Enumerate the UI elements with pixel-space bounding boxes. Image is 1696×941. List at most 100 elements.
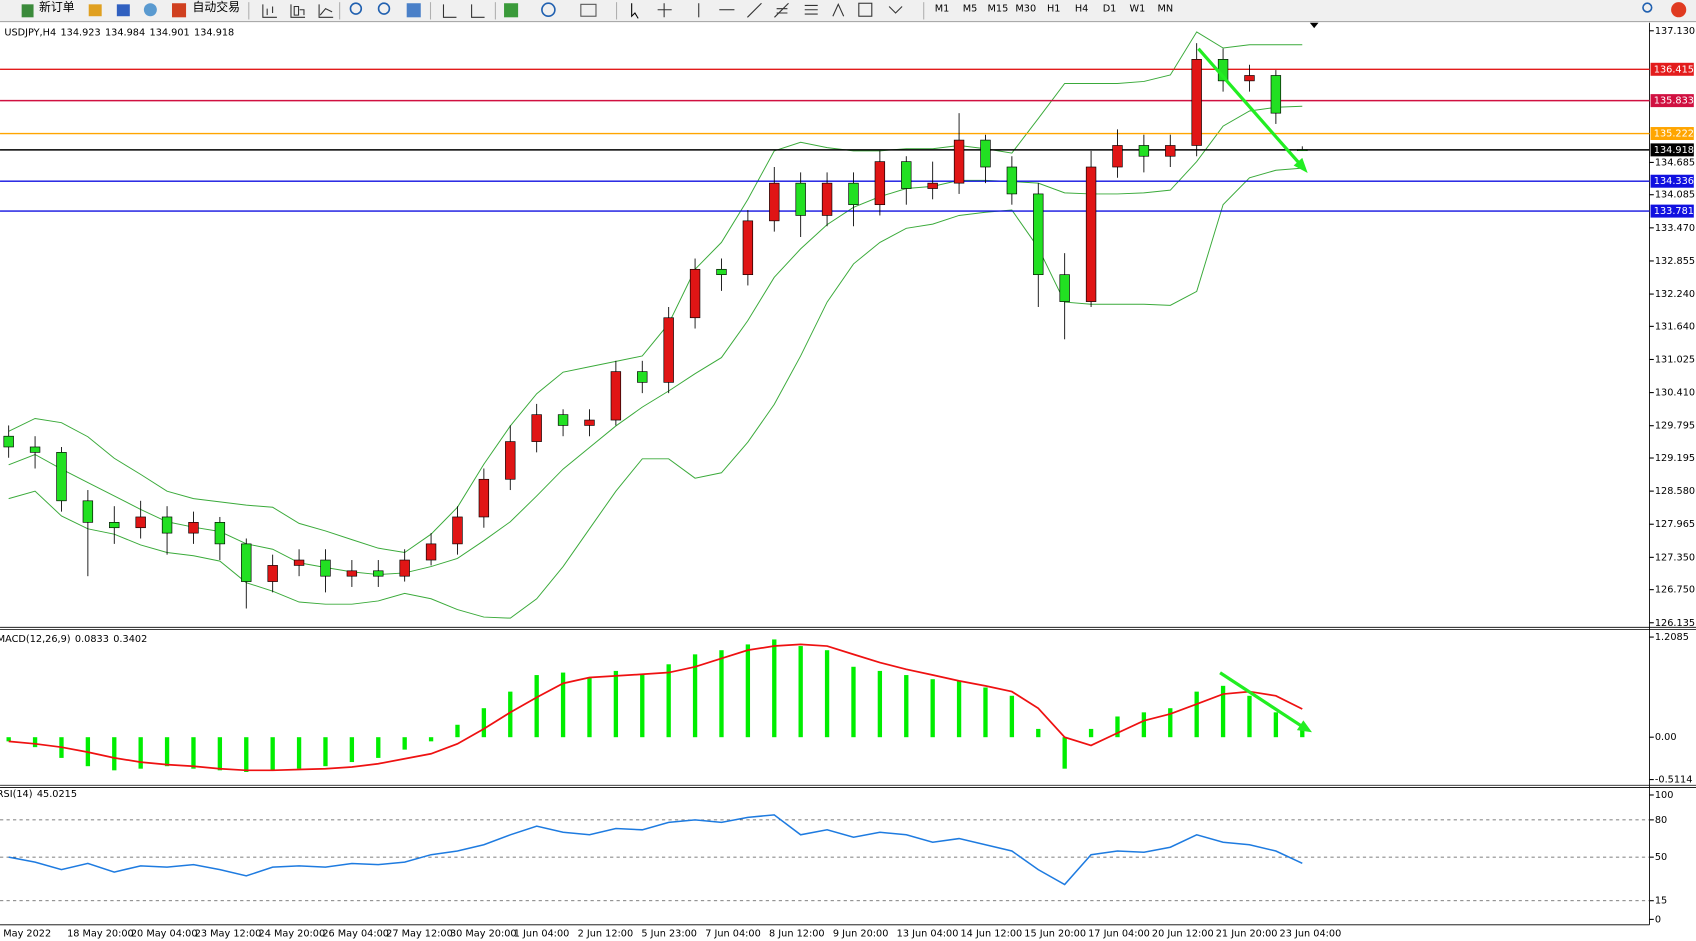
candle-body <box>901 161 912 189</box>
icon[interactable] <box>747 2 762 18</box>
macd-bar <box>534 675 539 738</box>
icon[interactable] <box>580 3 597 17</box>
y-tick-label: 0 <box>1655 914 1661 925</box>
icon[interactable] <box>406 3 421 18</box>
price-level-label: 134.918 <box>1654 145 1694 156</box>
candle-body <box>425 543 437 561</box>
search-icon[interactable] <box>1642 2 1653 13</box>
icon[interactable] <box>318 4 334 18</box>
timeframe-button[interactable]: H1 <box>1047 4 1060 15</box>
y-tick-label: 0.00 <box>1655 732 1677 743</box>
icon[interactable] <box>858 2 873 17</box>
candle-body <box>716 268 727 276</box>
macd-bar <box>745 644 751 738</box>
candle-body <box>241 543 252 582</box>
y-tick-label: 132.240 <box>1655 289 1695 300</box>
candle-body <box>557 414 569 426</box>
y-tick-label: 134.085 <box>1655 190 1695 201</box>
macd-bar <box>1300 730 1305 738</box>
time-label: 14 Jun 12:00 <box>960 928 1022 939</box>
icon[interactable] <box>888 6 903 14</box>
time-label: 30 May 20:00 <box>450 928 517 939</box>
icon[interactable] <box>471 4 485 18</box>
time-label: 27 May 12:00 <box>386 928 453 939</box>
indicator-header: MACD(12,26,9) 0.0833 0.3402 <box>0 634 147 645</box>
icon[interactable] <box>88 4 102 17</box>
time-label: 1 Jun 04:00 <box>514 928 570 939</box>
macd-bar <box>455 724 460 738</box>
candle-body <box>478 478 490 518</box>
timeframe-button[interactable]: MN <box>1158 4 1174 15</box>
price-level-label: 133.781 <box>1654 206 1694 217</box>
icon[interactable] <box>504 3 519 18</box>
macd-bar <box>428 737 434 742</box>
macd-bar <box>270 737 275 771</box>
candle-body <box>769 182 780 222</box>
candle-body <box>399 559 410 577</box>
icon[interactable] <box>631 3 639 19</box>
time-label: 20 Jun 12:00 <box>1152 928 1214 939</box>
bollinger-band <box>8 31 1303 553</box>
timeframe-button[interactable]: W1 <box>1130 4 1146 15</box>
price-level-tag <box>1650 127 1694 141</box>
y-tick-label: 15 <box>1655 896 1667 907</box>
candle-body <box>610 371 622 421</box>
icon[interactable] <box>774 2 789 18</box>
timeframe-button[interactable]: M30 <box>1015 4 1036 15</box>
macd-bar <box>296 737 302 769</box>
macd-bar <box>824 650 830 738</box>
timeframe-button[interactable]: D1 <box>1103 4 1117 15</box>
y-tick-label: 1.2085 <box>1655 632 1689 643</box>
timeframe-button[interactable]: M15 <box>988 4 1009 15</box>
candle-body <box>795 182 806 216</box>
icon[interactable] <box>262 4 277 18</box>
icon[interactable] <box>290 4 306 18</box>
icon[interactable] <box>541 2 556 18</box>
icon[interactable] <box>832 3 845 17</box>
candle-body <box>1059 274 1070 302</box>
candle-body <box>346 570 358 577</box>
y-tick-label: 130.410 <box>1655 388 1695 399</box>
candle-body <box>663 317 674 383</box>
icon[interactable] <box>442 4 457 18</box>
macd-bar <box>508 691 513 738</box>
icon[interactable] <box>349 2 363 15</box>
time-label: 20 May 04:00 <box>131 928 198 939</box>
candle-body <box>214 522 226 545</box>
candle-body <box>161 516 173 534</box>
icon[interactable] <box>377 2 391 15</box>
candle-body <box>584 419 595 426</box>
y-tick-label: 134.685 <box>1655 157 1695 168</box>
candle-body <box>742 220 754 276</box>
macd-bar <box>956 680 962 738</box>
icon[interactable] <box>143 3 157 17</box>
y-tick-label: 129.195 <box>1655 453 1695 464</box>
time-label: 26 May 04:00 <box>322 928 389 939</box>
macd-bar <box>1088 728 1094 738</box>
toolbar-button[interactable]: 自动交易 <box>193 0 241 14</box>
candle-body <box>1270 75 1282 114</box>
readout-value: 0.0833 <box>75 634 109 645</box>
notification-icon[interactable] <box>1671 2 1687 18</box>
icon[interactable] <box>657 3 672 18</box>
timeframe-button[interactable]: M5 <box>963 4 978 15</box>
toolbar-bg <box>0 0 1696 22</box>
price-level-label: 134.336 <box>1654 176 1694 187</box>
candle-body <box>452 516 463 545</box>
macd-bar <box>217 737 223 771</box>
icon[interactable] <box>804 4 818 15</box>
toolbar-button[interactable]: 新订单 <box>39 0 75 14</box>
timeframe-button[interactable]: M1 <box>935 4 950 15</box>
y-tick-label: 127.350 <box>1655 552 1695 563</box>
price-level-tag <box>1650 62 1694 76</box>
indicator-header: USDJPY,H4 134.923 134.984 134.901 134.918 <box>4 27 234 38</box>
icon[interactable] <box>21 4 34 18</box>
icon[interactable] <box>171 3 187 18</box>
macd-bar <box>376 737 381 758</box>
timeframe-button[interactable]: H4 <box>1075 4 1088 15</box>
icon[interactable] <box>116 4 130 17</box>
candle-body <box>927 182 938 189</box>
macd-bar <box>1194 691 1199 738</box>
